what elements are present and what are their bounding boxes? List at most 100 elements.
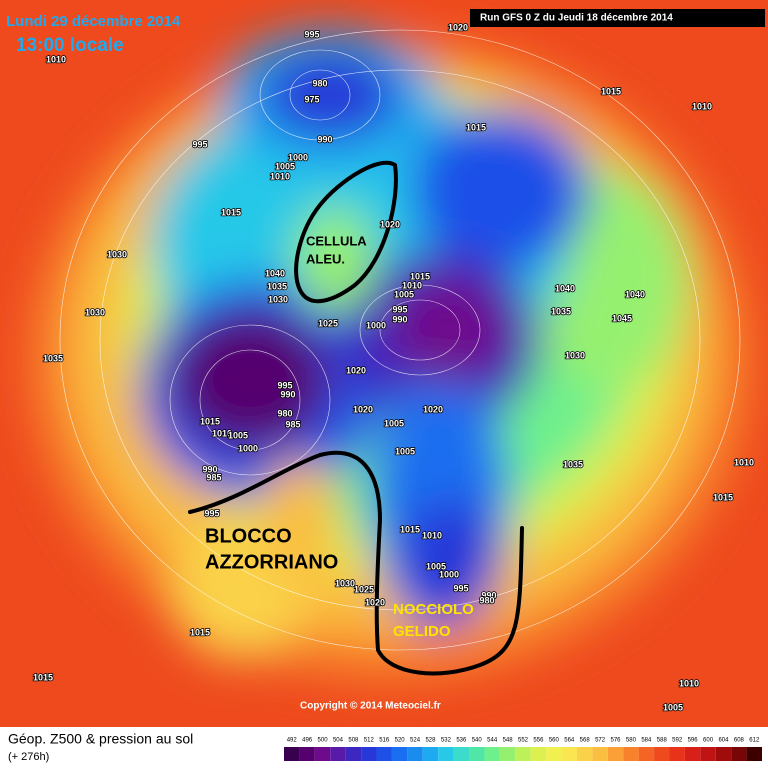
pressure-label: 1030 — [335, 578, 355, 588]
legend-label: 604 — [718, 738, 729, 744]
legend-label: 588 — [657, 738, 668, 744]
legend-label: 532 — [441, 738, 452, 744]
legend-label: 500 — [318, 738, 329, 744]
pressure-label: 1020 — [346, 365, 366, 375]
legend-label: 504 — [333, 738, 344, 744]
legend-label: 520 — [395, 738, 406, 744]
pressure-label: 995 — [192, 139, 207, 149]
legend-swatch — [284, 747, 300, 761]
legend-swatch — [407, 747, 423, 761]
pressure-label: 1005 — [228, 430, 248, 440]
pressure-label: 1000 — [439, 569, 459, 579]
footer-title: Géop. Z500 & pression au sol — [8, 731, 193, 747]
legend: 492 496 500 504 508 512 516 520 524 528 532 536 540 5… — [284, 738, 762, 761]
legend-label: 492 — [287, 738, 298, 744]
legend-swatch — [623, 747, 639, 761]
pressure-label: 980 — [312, 78, 327, 88]
pressure-label: 1010 — [734, 457, 754, 467]
pressure-label: 1040 — [625, 289, 645, 299]
legend-swatch — [469, 747, 485, 761]
legend-swatch — [453, 747, 470, 761]
pressure-label: 1030 — [107, 249, 127, 259]
date: Lundi 29 décembre 2014 — [6, 13, 181, 30]
pressure-label: 1000 — [288, 152, 308, 162]
hand-drawn-lines — [188, 160, 524, 676]
pressure-label: 1030 — [565, 350, 585, 360]
pressure-label: 1025 — [318, 318, 338, 328]
legend-swatch — [654, 747, 670, 761]
pressure-label: 995 — [204, 508, 219, 518]
pressure-label: 1015 — [713, 492, 733, 502]
annotation: BLOCCO — [205, 525, 292, 547]
pressure-label: 1035 — [43, 353, 63, 363]
legend-swatch — [561, 747, 577, 761]
legend-label: 508 — [348, 738, 359, 744]
pressure-label: 1010 — [270, 171, 290, 181]
legend-label: 528 — [425, 738, 436, 744]
pressure-label: 995 — [392, 304, 407, 314]
pressure-label: 1035 — [267, 281, 287, 291]
pressure-label: 1020 — [353, 404, 373, 414]
legend-swatch — [361, 747, 377, 761]
footer-lead: (+ 276h) — [8, 751, 49, 763]
legend-label: 512 — [364, 738, 375, 744]
pressure-label: 1005 — [663, 702, 683, 712]
annotation: GELIDO — [393, 623, 451, 640]
annotation: CELLULA — [306, 233, 367, 248]
legend-label: 600 — [703, 738, 714, 744]
legend-swatch — [607, 747, 624, 761]
legend-label: 548 — [503, 738, 514, 744]
legend-label: 536 — [456, 738, 467, 744]
legend-label: 540 — [472, 738, 483, 744]
legend-label: 612 — [749, 738, 760, 744]
legend-label: 608 — [734, 738, 745, 744]
legend-swatch — [546, 747, 562, 761]
annotation: AZZORRIANO — [205, 551, 338, 573]
run-box — [470, 9, 765, 27]
legend-label: 592 — [672, 738, 683, 744]
pressure-label: 1015 — [190, 627, 210, 637]
legend-swatch — [499, 747, 516, 761]
time: 13:00 locale — [16, 35, 124, 56]
pressure-label: 1025 — [354, 584, 374, 594]
legend-swatch — [515, 747, 531, 761]
pressure-label: 990 — [280, 389, 295, 399]
legend-label: 524 — [410, 738, 421, 744]
legend-swatch — [376, 747, 392, 761]
pressure-label: 1000 — [366, 320, 386, 330]
legend-label: 544 — [487, 738, 498, 744]
legend-label: 596 — [688, 738, 699, 744]
legend-label: 584 — [641, 738, 652, 744]
pressure-label: 1010 — [422, 530, 442, 540]
legend-swatch — [314, 747, 331, 761]
annotation: ALEU. — [306, 251, 345, 266]
pressure-label: 1020 — [365, 597, 385, 607]
pressure-label: 1035 — [551, 306, 571, 316]
legend-swatch — [700, 747, 716, 761]
pressure-label: 1015 — [33, 672, 53, 682]
pressure-label: 1015 — [400, 524, 420, 534]
pressure-label: 990 — [317, 134, 332, 144]
pressure-label: 1020 — [380, 219, 400, 229]
pressure-label: 1040 — [265, 268, 285, 278]
legend-swatch — [715, 747, 732, 761]
legend-swatch — [684, 747, 701, 761]
legend-swatch — [731, 747, 747, 761]
pressure-label: 1000 — [238, 443, 258, 453]
pressure-label: 1015 — [200, 416, 220, 426]
pressure-label: 995 — [453, 583, 468, 593]
pressure-label: 1010 — [212, 428, 232, 438]
legend-label: 556 — [533, 738, 544, 744]
pressure-label: 1010 — [46, 54, 66, 64]
legend-label: 496 — [302, 738, 313, 744]
pressure-label: 1005 — [394, 289, 414, 299]
pressure-label: 1045 — [612, 313, 632, 323]
pressure-label: 990 — [481, 590, 496, 600]
annotation: NOCCIOLO — [393, 601, 474, 618]
legend-label: 576 — [611, 738, 622, 744]
pressure-label: 1015 — [221, 207, 241, 217]
pressure-label: 985 — [206, 472, 221, 482]
legend-swatch — [669, 747, 685, 761]
